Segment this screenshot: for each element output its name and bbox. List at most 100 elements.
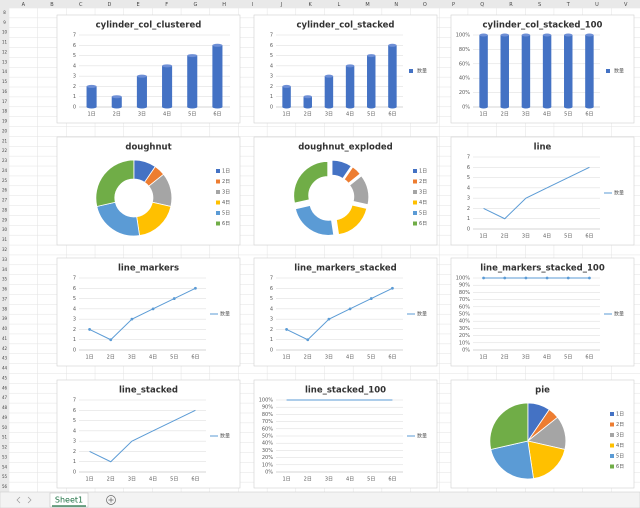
y-tick-label: 0% [462,348,470,354]
sheet-tab[interactable] [49,492,89,508]
x-tick-label: 2日 [501,234,509,240]
row-header: 48 [2,405,8,410]
x-tick-label: 3日 [522,112,530,118]
pie-slice [489,402,529,450]
x-tick-label: 4日 [346,112,354,118]
legend-label: 5日 [419,211,427,217]
x-tick-label: 1日 [282,355,290,361]
cylinder-base [345,105,355,109]
legend-label: 2日 [419,179,427,185]
cylinder-bar [479,35,488,107]
column-header: Q [480,2,484,8]
x-tick-label: 4日 [149,477,157,483]
x-tick-label: 6日 [213,112,221,118]
y-tick-label: 2 [73,84,76,90]
row-header: 29 [2,217,8,222]
cylinder-base [136,105,147,109]
line-marker [151,307,155,311]
chart: line_markers_stacked 0 1 2 3 4 5 6 7 1日 2日 3日 4日 5日 6日… [253,257,438,367]
row-header: 54 [2,464,8,469]
legend-label: 5日 [222,211,230,217]
column-header: L [337,2,340,8]
cylinder-bar [388,45,397,107]
line-marker [285,328,288,331]
y-tick-label: 60% [262,426,273,432]
row-header: 37 [2,296,8,301]
y-tick-label: 2 [73,327,76,333]
y-tick-label: 0% [265,470,273,476]
row-header: 50 [2,425,8,430]
line-marker [348,307,352,311]
chart: line_stacked 0 1 2 3 4 5 6 7 1日 2日 3日 4日 5日 6日 数量 [56,379,241,489]
y-tick-label: 7 [73,276,76,282]
column-header: T [566,2,571,8]
y-tick-label: 100% [259,398,274,404]
y-tick-label: 1 [73,94,76,100]
cylinder-base [542,105,552,109]
doughnut-slice [293,161,329,204]
line-marker [391,286,394,290]
x-tick-label: 1日 [85,355,93,361]
y-tick-label: 70% [459,297,470,303]
legend-label: 5日 [616,454,624,460]
column-header: F [165,2,168,8]
chart-title: cylinder_col_clustered [96,21,202,31]
line-marker [194,286,197,290]
x-tick-label: 3日 [325,112,333,118]
row-header: 38 [2,306,8,311]
pie-slice [490,440,534,480]
y-tick-label: 3 [73,439,76,445]
y-tick-label: 0 [73,348,76,354]
line-marker [369,297,373,300]
y-tick-label: 20% [262,455,273,461]
row-header: 8 [3,10,6,15]
sheet-tab-label[interactable]: Sheet1 [55,496,83,505]
y-tick-label: 60% [459,304,470,310]
tab-bar [0,491,640,508]
x-tick-label: 1日 [479,234,487,240]
cylinder-bar [345,65,355,107]
row-header: 21 [2,138,8,143]
legend-swatch [413,190,417,194]
y-tick-label: 5 [270,53,273,59]
legend-label: 数量 [220,311,230,318]
y-tick-label: 6 [73,286,76,292]
x-tick-label: 2日 [113,112,121,118]
row-header: 17 [2,99,8,104]
cylinder-base [564,105,573,109]
chart-frame [450,136,635,246]
cylinder-top [187,54,198,58]
column-header: B [50,2,54,8]
y-tick-label: 3 [467,196,470,202]
doughnut-slice [95,159,135,207]
legend-label: 6日 [419,221,427,227]
column-header: N [394,2,398,8]
chart: pie 1日 2日 3日 4日 5日 6日 [450,379,635,489]
line-marker [545,276,549,280]
x-tick-label: 1日 [282,112,290,118]
row-header: 28 [2,207,8,212]
cylinder-top [282,84,291,88]
y-tick-label: 6 [467,165,470,171]
y-tick-label: 3 [270,74,273,80]
legend-label: 4日 [222,200,230,206]
column-header: D [107,2,111,8]
column-header: H [222,2,226,8]
line-series [483,166,590,220]
x-tick-label: 2日 [304,112,312,118]
x-tick-label: 4日 [149,355,157,361]
row-header: 33 [2,257,8,262]
add-sheet-button[interactable] [106,495,116,505]
y-tick-label: 0 [270,348,273,354]
y-tick-label: 40% [459,319,470,325]
y-tick-label: 90% [262,405,273,411]
cylinder-bar [136,76,147,107]
line-series [286,287,393,341]
y-tick-label: 50% [262,434,273,440]
y-tick-label: 90% [459,283,470,289]
y-tick-label: 4 [73,63,76,69]
chart: cylinder_col_clustered 0 1 2 3 4 5 6 7 1日 2日 3日 4日 5日… [56,14,241,124]
cylinder-bar [111,96,122,107]
legend-label: 数量 [614,68,624,75]
y-tick-label: 2 [270,84,273,90]
